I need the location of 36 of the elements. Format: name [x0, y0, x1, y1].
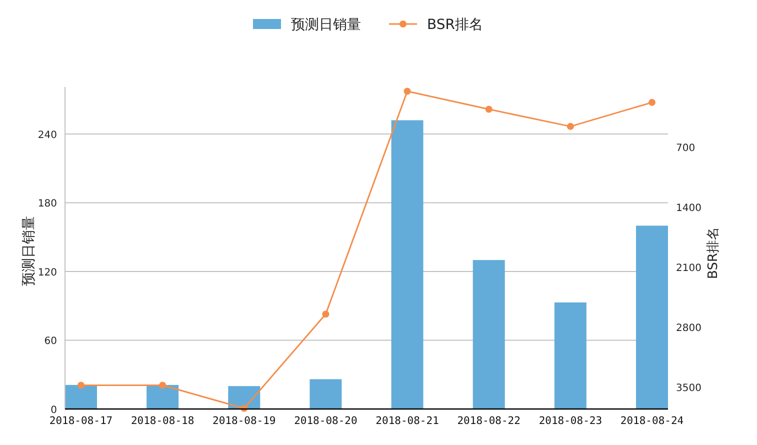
x-tick-label: 2018-08-21 — [376, 415, 439, 427]
y2-tick-label: 3500 — [676, 382, 702, 394]
bar — [65, 384, 97, 409]
x-tick-label: 2018-08-18 — [130, 415, 194, 427]
y2-tick-label: 1400 — [676, 202, 702, 214]
y-axis-title: 预测日销量 — [21, 216, 37, 286]
bar — [146, 384, 179, 409]
y2-axis-title: BSR排名 — [706, 227, 721, 279]
point — [485, 106, 492, 113]
point — [404, 88, 411, 95]
bar — [472, 260, 505, 409]
bar — [636, 226, 668, 409]
bar — [554, 302, 586, 409]
y-tick-label: 0 — [50, 405, 57, 416]
x-tick-label: 2018-08-17 — [49, 415, 113, 427]
x-tick-label: 2018-08-24 — [620, 415, 684, 427]
y-tick-label: 60 — [44, 336, 57, 348]
legend-label: BSR排名 — [427, 17, 483, 33]
y-tick-label: 120 — [38, 267, 57, 278]
point — [322, 310, 330, 318]
x-tick-label: 2018-08-19 — [212, 415, 276, 427]
x-tick-label: 2018-08-23 — [538, 415, 602, 427]
point — [78, 382, 84, 389]
point — [566, 122, 574, 130]
legend-label: 预测日销量 — [291, 17, 361, 33]
y2-tick-label: 700 — [676, 142, 696, 154]
y-tick-label: 180 — [38, 198, 57, 210]
y-tick-label: 240 — [38, 130, 57, 141]
x-tick-label: 2018-08-22 — [457, 415, 520, 427]
bar — [310, 379, 342, 409]
point — [159, 382, 166, 389]
x-tick-label: 2018-08-20 — [294, 415, 358, 427]
point — [648, 98, 656, 106]
bar — [391, 120, 424, 409]
y2-tick-label: 2800 — [676, 322, 702, 334]
y2-tick-label: 2100 — [676, 262, 702, 274]
